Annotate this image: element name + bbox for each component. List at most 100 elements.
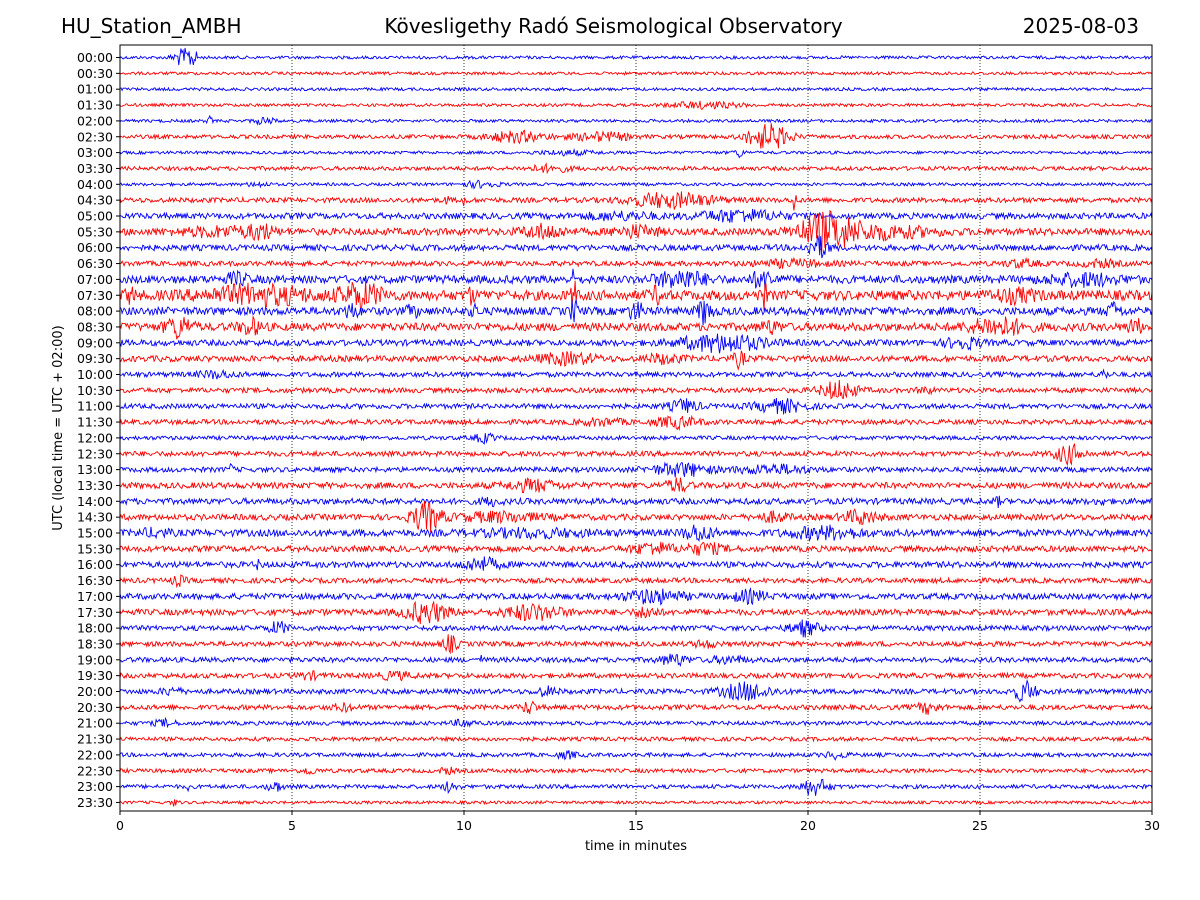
trace-0930	[119, 350, 1153, 371]
y-tick-label-40: 20:00	[77, 684, 113, 699]
trace-1400	[119, 495, 1153, 508]
y-tick-label-4: 02:00	[77, 113, 113, 128]
trace-0430	[119, 191, 1153, 211]
trace-1800	[119, 619, 1153, 638]
trace-2300	[120, 779, 1153, 796]
y-tick-label-15: 07:30	[77, 288, 113, 303]
trace-1100	[119, 397, 1153, 415]
x-tick-label-20: 20	[800, 818, 816, 833]
trace-1630	[119, 574, 1152, 589]
trace-0300	[119, 147, 1153, 159]
y-tick-label-36: 18:00	[77, 621, 113, 636]
y-tick-label-43: 21:30	[77, 732, 113, 747]
y-tick-label-24: 12:00	[77, 430, 113, 445]
y-tick-label-13: 06:30	[77, 256, 113, 271]
y-tick-label-19: 09:30	[77, 351, 113, 366]
y-tick-label-31: 15:30	[77, 541, 113, 556]
x-tick-label-30: 30	[1144, 818, 1160, 833]
station-name: HU_Station_AMBH	[61, 14, 242, 38]
x-axis-title: time in minutes	[585, 839, 687, 854]
y-tick-label-27: 13:30	[77, 478, 113, 493]
trace-1600	[119, 555, 1153, 572]
y-tick-label-26: 13:00	[77, 462, 113, 477]
trace-2200	[119, 750, 1153, 761]
y-tick-label-9: 04:30	[77, 193, 113, 208]
y-tick-label-29: 14:30	[77, 510, 113, 525]
y-tick-label-39: 19:30	[77, 668, 113, 683]
trace-2100	[119, 716, 1153, 729]
trace-1900	[119, 653, 1153, 668]
y-tick-label-32: 16:00	[77, 557, 113, 572]
trace-1230	[119, 443, 1153, 467]
x-tick-label-0: 0	[116, 818, 124, 833]
trace-1500	[119, 524, 1153, 542]
trace-1030	[119, 379, 1153, 400]
trace-0630	[119, 256, 1153, 270]
trace-1000	[120, 368, 1153, 380]
trace-2330	[119, 799, 1153, 807]
y-tick-label-11: 05:30	[77, 224, 113, 239]
y-tick-label-18: 09:00	[77, 335, 113, 350]
chart-title: Kövesligethy Radó Seismological Observat…	[384, 14, 843, 38]
trace-0530	[119, 209, 1153, 252]
trace-0200	[119, 114, 1153, 126]
trace-0100	[119, 86, 1153, 92]
y-tick-label-42: 21:00	[77, 716, 113, 731]
trace-1830	[119, 634, 1153, 655]
y-tick-label-46: 23:00	[77, 779, 113, 794]
y-tick-label-21: 10:30	[77, 383, 113, 398]
trace-1200	[119, 432, 1153, 445]
y-tick-label-25: 12:30	[77, 446, 113, 461]
y-tick-label-33: 16:30	[77, 573, 113, 588]
y-axis: 00:0000:3001:0001:3002:0002:3003:0003:30…	[77, 50, 120, 810]
y-tick-label-6: 03:00	[77, 145, 113, 160]
y-tick-label-44: 22:00	[77, 747, 113, 762]
y-tick-label-38: 19:00	[77, 652, 113, 667]
y-tick-label-20: 10:00	[77, 367, 113, 382]
y-tick-label-28: 14:00	[77, 494, 113, 509]
trace-0730	[119, 280, 1153, 311]
grid-lines	[291, 45, 981, 811]
y-axis-title: UTC (local time = UTC + 02:00)	[51, 325, 66, 530]
y-tick-label-45: 22:30	[77, 763, 113, 778]
x-axis: 0 5 10 15 20 25 30	[116, 811, 1160, 833]
y-tick-label-41: 20:30	[77, 700, 113, 715]
chart-date: 2025-08-03	[1022, 14, 1139, 38]
y-tick-label-17: 08:30	[77, 319, 113, 334]
x-tick-label-25: 25	[972, 818, 988, 833]
trace-0830	[119, 315, 1153, 340]
y-tick-label-1: 00:30	[77, 66, 113, 81]
trace-0600	[119, 235, 1153, 259]
trace-0000	[119, 47, 1153, 66]
trace-1430	[119, 500, 1153, 533]
x-tick-label-15: 15	[628, 818, 644, 833]
trace-1300	[119, 461, 1153, 478]
trace-2030	[119, 700, 1153, 715]
y-tick-label-8: 04:00	[77, 177, 113, 192]
trace-2130	[119, 735, 1153, 743]
y-tick-label-2: 01:00	[77, 82, 113, 97]
x-tick-label-5: 5	[288, 818, 296, 833]
y-tick-label-47: 23:30	[77, 795, 113, 810]
y-tick-label-7: 03:30	[77, 161, 113, 176]
y-tick-label-34: 17:00	[77, 589, 113, 604]
trace-0500	[119, 208, 1153, 223]
trace-0400	[119, 179, 1153, 190]
y-tick-label-12: 06:00	[77, 240, 113, 255]
y-tick-label-30: 15:00	[77, 526, 113, 541]
y-tick-label-22: 11:00	[77, 399, 113, 414]
y-tick-label-14: 07:00	[77, 272, 113, 287]
trace-2000	[119, 678, 1153, 703]
y-tick-label-10: 05:00	[77, 209, 113, 224]
y-tick-label-35: 17:30	[77, 605, 113, 620]
y-tick-label-3: 01:30	[77, 98, 113, 113]
trace-2230	[119, 766, 1153, 776]
trace-1530	[119, 541, 1153, 556]
trace-1130	[119, 414, 1153, 431]
y-tick-label-16: 08:00	[77, 304, 113, 319]
trace-0030	[119, 70, 1153, 76]
y-tick-label-0: 00:00	[77, 50, 113, 65]
trace-0900	[119, 333, 1153, 354]
trace-1730	[119, 600, 1153, 625]
